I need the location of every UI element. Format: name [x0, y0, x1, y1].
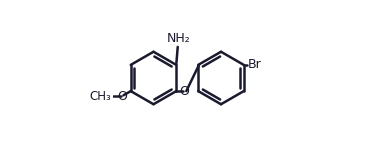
Text: Br: Br	[248, 58, 262, 71]
Text: CH₃: CH₃	[89, 90, 111, 102]
Text: NH₂: NH₂	[167, 32, 190, 45]
Text: O: O	[117, 90, 127, 102]
Text: O: O	[180, 85, 190, 98]
